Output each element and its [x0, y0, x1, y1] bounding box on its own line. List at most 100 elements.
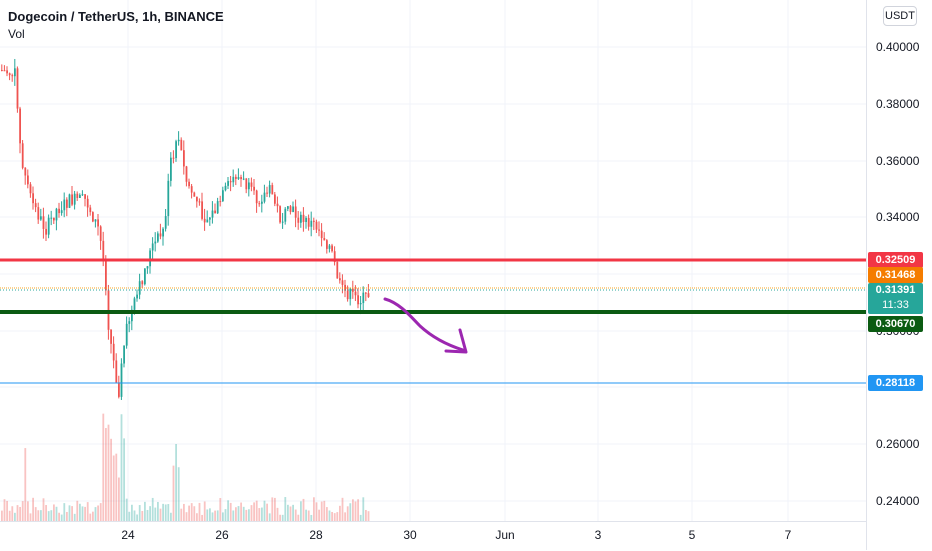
candle-body [131, 309, 133, 322]
volume-bar [157, 501, 159, 521]
volume-bar [206, 509, 209, 521]
candle-body [318, 229, 320, 231]
volume-bar [94, 507, 97, 521]
volume-bar [294, 509, 297, 521]
candle-body [352, 288, 354, 292]
volume-bar [125, 498, 128, 521]
trend-arrowhead-drawing[interactable] [444, 328, 468, 354]
candle-body [175, 141, 177, 159]
volume-bar [27, 501, 29, 521]
volume-bar [55, 506, 58, 521]
candle-body [24, 167, 27, 176]
time-axis[interactable]: 24 26 28 30 Jun 3 5 7 [0, 521, 866, 551]
volume-bar [352, 499, 354, 521]
price-axis[interactable]: USDT 0.40000 0.38000 0.36000 0.34000 0.3… [866, 0, 932, 550]
candle-body [333, 251, 336, 263]
volume-bar [245, 509, 248, 521]
volume-bar [242, 506, 245, 521]
volume-bar [323, 500, 326, 521]
volume-bar [66, 511, 68, 521]
candle-body [68, 194, 71, 208]
price-tick: 0.38000 [876, 97, 920, 111]
candle-body [167, 180, 170, 217]
volume-bar [359, 514, 362, 521]
candle-body [349, 288, 352, 300]
candle-body [164, 216, 167, 229]
candle-body [190, 186, 193, 193]
green-level-badge: 0.30670 [868, 316, 923, 332]
candle-body [203, 218, 206, 223]
candle-body [240, 177, 242, 180]
candle-body [341, 280, 344, 285]
candle-body [242, 178, 245, 180]
candle-body [76, 193, 79, 198]
volume-bar [222, 512, 224, 521]
volume-bar [8, 510, 11, 521]
candle-body [92, 212, 94, 222]
volume-bar [146, 509, 149, 521]
candle-body [284, 208, 287, 222]
volume-bar [331, 511, 333, 521]
chart-area[interactable]: Dogecoin / TetherUS, 1h, BINANCE Vol [0, 0, 866, 521]
candle-body [102, 240, 105, 260]
price-chart[interactable] [0, 0, 866, 521]
volume-bar [42, 498, 45, 521]
price-tick: 0.36000 [876, 154, 920, 168]
volume-bar [37, 510, 40, 521]
volume-bar [81, 506, 84, 521]
volume-bar [112, 455, 115, 521]
candle-body [172, 157, 175, 159]
candle-body [188, 181, 190, 187]
candle-body [313, 220, 315, 222]
price-tick: 0.26000 [876, 437, 920, 451]
candle-body [29, 184, 32, 194]
volume-bar [310, 514, 313, 521]
volume-bar [1, 510, 3, 521]
candle-body [73, 193, 76, 205]
candle-body [323, 238, 326, 241]
candle-body [193, 192, 196, 197]
volume-bar [284, 497, 287, 521]
candle-body [115, 360, 118, 383]
candle-body [89, 207, 92, 213]
candle-body [336, 262, 339, 279]
volume-bar [115, 453, 118, 521]
candle-body [32, 193, 34, 204]
volume-bar [16, 505, 19, 521]
price-tick: 0.34000 [876, 210, 920, 224]
time-tick: 30 [403, 528, 417, 542]
candle-body [365, 292, 367, 294]
volume-bar [58, 512, 60, 521]
candle-body [292, 206, 294, 212]
candle-body [138, 281, 141, 295]
volume-bar [11, 506, 14, 521]
volume-bar [227, 500, 229, 521]
currency-button[interactable]: USDT [883, 6, 917, 26]
candle-body [47, 217, 50, 235]
candle-body [123, 345, 125, 364]
candle-body [128, 321, 131, 324]
volume-bar [336, 512, 339, 521]
candle-body [149, 250, 151, 267]
volume-indicator-label[interactable]: Vol [8, 27, 25, 41]
candle-body [21, 143, 24, 168]
volume-bar [339, 505, 341, 521]
volume-bar [24, 448, 27, 521]
volume-bar [53, 504, 55, 521]
candle-body [136, 294, 138, 299]
volume-bar [183, 503, 185, 521]
current-price-badge: 0.31391 11:33 [868, 283, 923, 314]
volume-bar [297, 514, 300, 521]
volume-bar [167, 504, 170, 521]
volume-bar [141, 510, 144, 521]
trend-arrow-drawing[interactable] [383, 297, 465, 352]
volume-bar [19, 506, 21, 521]
red-level-badge: 0.32509 [868, 252, 923, 268]
candle-body [162, 228, 164, 237]
candle-body [229, 181, 232, 183]
candle-body [307, 217, 310, 227]
volume-bar [214, 510, 216, 521]
volume-bar [73, 513, 76, 521]
volume-bar [118, 477, 120, 521]
candle-body [183, 150, 185, 167]
